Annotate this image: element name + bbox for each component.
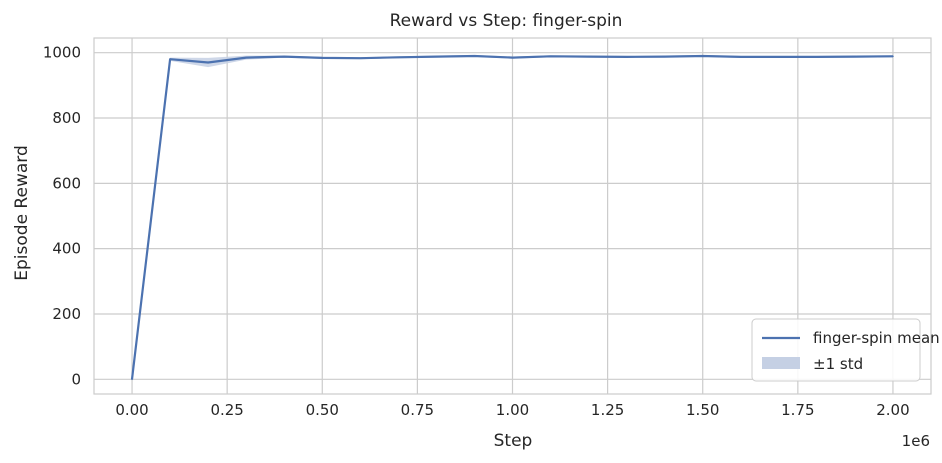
- data-point: [663, 55, 666, 58]
- x-tick-label: 0.25: [210, 401, 243, 419]
- x-tick-label: 0.75: [401, 401, 434, 419]
- data-point: [397, 56, 400, 59]
- x-tick-label: 2.00: [876, 401, 909, 419]
- data-point: [854, 55, 856, 58]
- plot-frame: [93, 37, 932, 395]
- x-tick-labels: 0.00 0.25 0.50 0.75 1.00 1.25 1.50 1.75 2.00: [115, 401, 909, 419]
- data-point: [892, 55, 894, 58]
- x-tick-label: 1.25: [591, 401, 624, 419]
- data-point: [816, 56, 818, 58]
- data-point: [321, 57, 324, 59]
- data-point: [549, 55, 552, 58]
- data-point: [283, 55, 286, 58]
- legend-band-swatch: [762, 357, 800, 369]
- data-point: [587, 55, 590, 58]
- data-point: [169, 58, 171, 61]
- mean-line-layer: [130, 54, 894, 381]
- y-tick-label: 800: [52, 109, 81, 127]
- y-tick-label: 600: [52, 174, 81, 192]
- x-tick-label: 1.50: [686, 401, 719, 419]
- y-axis-label: Episode Reward: [12, 145, 32, 280]
- legend-label-mean: finger-spin mean: [813, 329, 940, 347]
- x-axis-label: Step: [494, 431, 533, 451]
- x-tick-label: 0.00: [115, 401, 148, 419]
- x-tick-label: 1.00: [496, 401, 529, 419]
- data-point: [207, 61, 209, 64]
- chart-title: Reward vs Step: finger-spin: [390, 11, 623, 31]
- data-point: [511, 56, 514, 59]
- y-tick-labels: 0 200 400 600 800 1000: [43, 44, 81, 389]
- y-tick-label: 400: [52, 240, 81, 258]
- x-tick-label: 0.50: [306, 401, 339, 419]
- data-point: [245, 56, 247, 59]
- data-point: [435, 55, 438, 58]
- x-offset-label: 1e6: [902, 432, 930, 450]
- x-tick-label: 1.75: [781, 401, 814, 419]
- data-point: [131, 378, 133, 381]
- data-point: [625, 56, 628, 58]
- legend: finger-spin mean ±1 std: [751, 318, 940, 382]
- data-point: [778, 56, 780, 58]
- data-point: [739, 56, 742, 58]
- data-point: [359, 57, 362, 60]
- y-tick-label: 1000: [43, 44, 81, 62]
- data-point: [701, 55, 704, 57]
- y-tick-label: 0: [71, 370, 81, 388]
- data-point: [473, 55, 476, 57]
- y-tick-label: 200: [52, 305, 81, 323]
- legend-label-std: ±1 std: [813, 355, 863, 373]
